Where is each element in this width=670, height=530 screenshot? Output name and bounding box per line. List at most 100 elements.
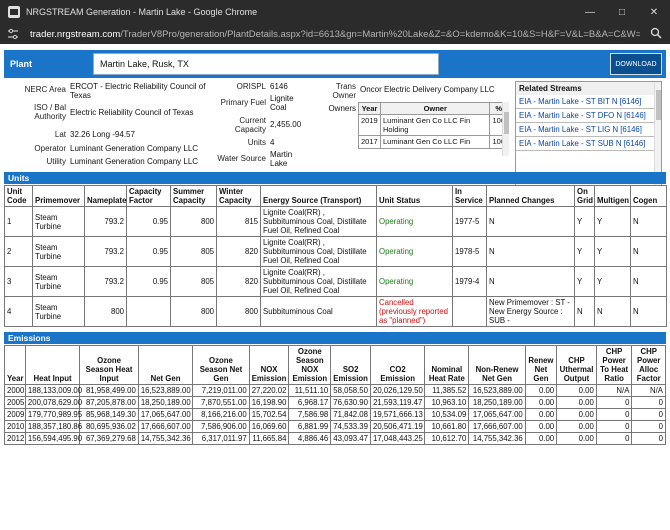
unit-cell-unit-code: 3	[4, 266, 33, 297]
emission-cell: 0.00	[524, 396, 558, 409]
units-header: Multigen	[594, 185, 631, 207]
site-info-icon[interactable]	[6, 27, 20, 41]
emissions-header: Heat Input	[24, 345, 81, 385]
emissions-header: Net Gen	[137, 345, 194, 385]
emission-cell: 17,048,443.25	[369, 432, 426, 445]
related-stream-link[interactable]: EIA - Martin Lake - ST BIT N [6146]	[516, 95, 661, 109]
unit-cell-winter-capacity: 800	[216, 296, 261, 327]
emission-cell: 2000	[4, 384, 26, 397]
related-stream-link[interactable]: EIA - Martin Lake - ST LIG N [6146]	[516, 123, 661, 137]
emissions-header: CHP Power To Heat Ratio	[595, 345, 633, 385]
units-header: Energy Source (Transport)	[260, 185, 377, 207]
search-icon[interactable]	[650, 27, 662, 39]
unit-cell-winter-capacity: 820	[216, 266, 261, 297]
lat-label: Lat	[54, 130, 66, 139]
owner-name: Luminant Gen Co LLC Fin Holding	[379, 114, 491, 136]
emission-cell: 6,968.17	[288, 396, 332, 409]
emission-cell: 10,661.80	[424, 420, 470, 433]
emissions-header: Ozone Season NOX Emission	[288, 345, 332, 385]
unit-cell-winter-capacity: 815	[216, 206, 261, 237]
owners-scrollbar[interactable]	[502, 102, 509, 156]
iso-value: Electric Reliability Council of Texas	[70, 108, 210, 117]
emission-cell: 7,586,906.00	[192, 420, 250, 433]
emission-cell: 200,078,629.00	[24, 396, 82, 409]
units-table: Unit Code Primemover Nameplate Capacity …	[4, 185, 667, 327]
plant-label: Plant	[10, 59, 33, 69]
emission-cell: 6,881.99	[288, 420, 332, 433]
unit-cell-nameplate: 793.2	[84, 266, 127, 297]
owner-year: 2019	[358, 114, 381, 136]
lat-long-value: 32.26 Long -94.57	[70, 130, 210, 139]
unit-cell-capacity-factor: 0.95	[126, 236, 171, 267]
emission-cell: 11,511.10	[288, 384, 332, 397]
unit-cell-cogen: N	[630, 296, 667, 327]
table-row: 4 Steam Turbine 800 800 800 Subbituminous Coa…	[4, 296, 667, 327]
related-streams-panel: Related Streams EIA - Martin Lake - ST B…	[515, 81, 662, 187]
close-icon[interactable]: ✕	[649, 6, 659, 18]
plant-details-middle: ORISPL 6146 Primary Fuel Lignite Coal Cu…	[214, 82, 324, 172]
emission-cell: 0	[631, 408, 666, 421]
plant-name-field[interactable]: Martin Lake, Rusk, TX	[93, 53, 439, 75]
unit-cell-unit-status: Operating	[376, 206, 453, 237]
emission-cell: 43,093.47	[330, 432, 371, 445]
unit-cell-planned-changes: New Primemover : ST - New Energy Source …	[486, 296, 575, 327]
emission-cell: 17,065,647.00	[468, 408, 526, 421]
table-row: 2017 Luminant Gen Co LLC Fin Holding 100	[358, 135, 508, 149]
units-header: Capacity Factor	[126, 185, 171, 207]
units-value: 4	[270, 138, 310, 147]
unit-cell-winter-capacity: 820	[216, 236, 261, 267]
unit-cell-unit-status: Cancelled (previously reported as "plann…	[376, 296, 453, 327]
emission-cell: 10,534.09	[424, 408, 470, 421]
emission-cell: 85,968,149.30	[79, 408, 139, 421]
units-header: Winter Capacity	[216, 185, 261, 207]
address-bar[interactable]: trader.nrgstream.com/TraderV8Pro/generat…	[0, 24, 670, 44]
emission-cell: 17,065,647.00	[137, 408, 194, 421]
related-stream-link[interactable]: EIA - Martin Lake - ST DFO N [6146]	[516, 109, 661, 123]
maximize-icon[interactable]: □	[618, 6, 626, 18]
unit-cell-energy-source: Lignite Coal(RR) , Subbituminous Coal, D…	[260, 236, 377, 267]
emission-cell: 7,219,011.00	[192, 384, 250, 397]
unit-cell-in-service	[452, 296, 487, 327]
units-header: Planned Changes	[486, 185, 575, 207]
emission-cell: 0.00	[556, 384, 597, 397]
table-row: 1 Steam Turbine 793.2 0.95 800 815 Lignite Coa…	[4, 206, 667, 237]
emission-cell: 0	[631, 396, 666, 409]
emission-cell: 0.00	[524, 408, 558, 421]
related-scrollbar[interactable]	[654, 82, 661, 186]
related-stream-link[interactable]: EIA - Martin Lake - ST SUB N [6146]	[516, 137, 661, 151]
emission-cell: 14,755,342.36	[468, 432, 526, 445]
utility-label: Utility	[46, 157, 66, 166]
units-header: Primemover	[32, 185, 85, 207]
unit-cell-nameplate: 800	[84, 296, 127, 327]
emissions-table: Year Heat Input Ozone Season Heat Input Net…	[4, 345, 666, 445]
window-titlebar: NRGSTREAM Generation - Martin Lake - Goo…	[0, 0, 670, 24]
emissions-header-row: Year Heat Input Ozone Season Heat Input Net…	[4, 345, 666, 385]
url-text[interactable]: trader.nrgstream.com/TraderV8Pro/generat…	[30, 29, 640, 40]
emissions-section-header: Emissions	[4, 332, 666, 344]
units-header: Nameplate	[84, 185, 127, 207]
utility-value: Luminant Generation Company LLC	[70, 157, 214, 166]
emission-cell: 7,586.98	[288, 408, 332, 421]
table-row: 2012 156,594,495.90 67,369,279.68 14,755,34…	[4, 432, 666, 445]
table-row: 2000 188,133,009.00 81,958,499.00 16,523,88…	[4, 384, 666, 397]
emission-cell: 27,220.02	[248, 384, 290, 397]
unit-cell-primemover: Steam Turbine	[32, 296, 85, 327]
emission-cell: N/A	[595, 384, 633, 397]
download-button[interactable]: DOWNLOAD	[610, 53, 662, 75]
emission-cell: 16,069.60	[248, 420, 290, 433]
unit-cell-multigen: Y	[594, 236, 631, 267]
emissions-header: CHP Uthermal Output	[556, 345, 597, 385]
emission-cell: 18,250,189.00	[468, 396, 526, 409]
emission-cell: 17,666,607.00	[468, 420, 526, 433]
emissions-header: Non-Renew Net Gen	[468, 345, 526, 385]
emission-cell: 188,133,009.00	[24, 384, 82, 397]
related-streams-title: Related Streams	[516, 82, 661, 95]
emission-cell: 14,755,342.36	[137, 432, 194, 445]
emission-cell: 74,533.39	[330, 420, 371, 433]
unit-cell-multigen: Y	[594, 206, 631, 237]
minimize-icon[interactable]: —	[585, 6, 595, 18]
units-header: On Grid	[574, 185, 595, 207]
unit-cell-summer-capacity: 800	[170, 296, 217, 327]
orispl-label: ORISPL	[236, 82, 266, 91]
emissions-header: CHP Power Alloc Factor	[631, 345, 666, 385]
